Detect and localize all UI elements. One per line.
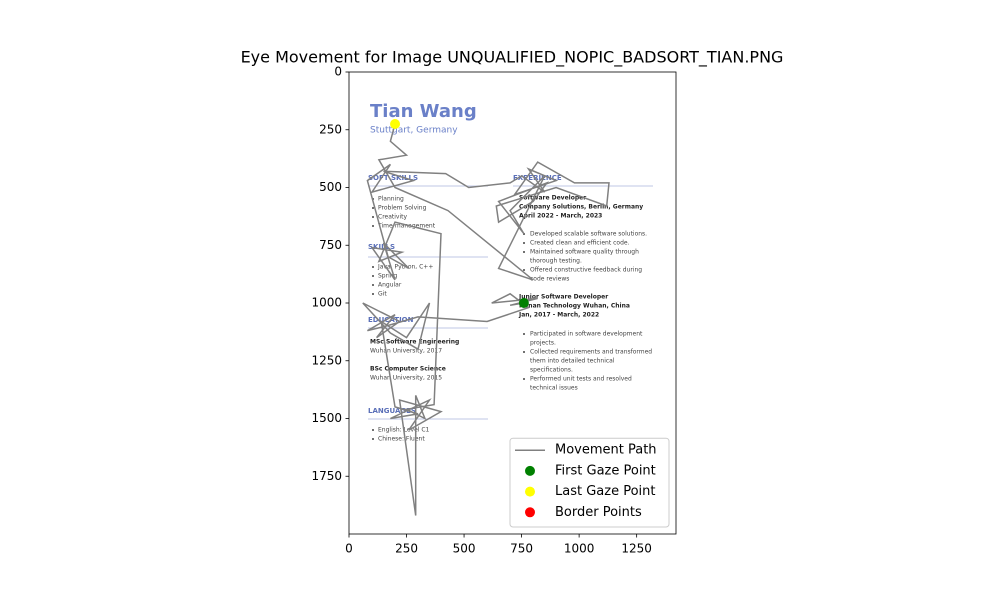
resume-text: code reviews — [530, 276, 569, 283]
resume-text: Participated in software development — [530, 331, 643, 338]
resume-text: specifications. — [530, 367, 573, 374]
resume-name: Tian Wang — [370, 101, 477, 122]
resume-text: Creativity — [378, 214, 407, 221]
y-tick-label: 1000 — [311, 296, 342, 310]
resume-text: Performed unit tests and resolved — [530, 376, 632, 383]
resume-heading: LANGUAGES — [368, 407, 416, 415]
gaze-point — [518, 298, 529, 308]
resume-text: MSc Software Engineering — [370, 339, 459, 346]
resume-text: April 2022 - March, 2023 — [519, 213, 602, 220]
resume-text: Offered constructive feedback during — [530, 267, 642, 274]
resume-text: Jan, 2017 - March, 2022 — [518, 312, 599, 319]
resume-text: Wuhan University, 2017 — [370, 348, 442, 355]
gaze-point — [390, 118, 401, 129]
resume-text: projects. — [530, 340, 556, 347]
resume-text: Junior Software Developer — [518, 294, 608, 301]
y-tick-label: 750 — [319, 238, 342, 252]
x-tick-label: 1250 — [621, 542, 652, 556]
chart-title: Eye Movement for Image UNQUALIFIED_NOPIC… — [241, 48, 784, 68]
legend-swatch — [525, 507, 535, 518]
y-tick-label: 0 — [334, 65, 342, 79]
x-tick-label: 250 — [395, 542, 418, 556]
x-tick-label: 0 — [345, 542, 353, 556]
legend-swatch — [525, 465, 535, 476]
x-tick-label: 500 — [453, 542, 476, 556]
resume-heading: EXPERIENCE — [513, 174, 562, 182]
resume-text: Software Developer — [519, 195, 586, 202]
resume-text: Wuhan University, 2015 — [370, 375, 442, 382]
x-tick-label: 1000 — [564, 542, 595, 556]
resume-text: Collected requirements and transformed — [530, 349, 652, 356]
legend-box — [509, 437, 670, 528]
y-tick-label: 250 — [319, 122, 342, 136]
y-tick-label: 500 — [319, 180, 342, 194]
resume-text: Planning — [378, 196, 404, 203]
resume-text: technical issues — [530, 385, 578, 392]
resume-text: Time-management — [377, 223, 436, 230]
resume-text: Created clean and efficient code. — [530, 240, 630, 247]
resume-text: Spring — [378, 273, 398, 280]
resume-text: Company Solutions, Berlin, Germany — [519, 204, 643, 211]
background-image: Tian Wang Stuttgart, Germany SOFT SKILLS… — [349, 72, 676, 534]
movement-path — [362, 123, 610, 516]
resume-text: Maintained software quality through — [530, 249, 639, 256]
legend-label: Movement Path — [555, 443, 657, 458]
legend-swatch — [525, 486, 535, 497]
resume-location: Stuttgart, Germany — [370, 126, 458, 136]
resume-heading: SOFT SKILLS — [368, 174, 418, 182]
resume-text: BSc Computer Science — [370, 366, 446, 373]
legend-label: Border Points — [555, 505, 642, 520]
resume-text: them into detailed technical — [530, 358, 615, 365]
y-tick-label: 1250 — [311, 353, 342, 367]
resume-text: Chinese: Fluent — [378, 436, 425, 443]
bullets — [372, 198, 525, 440]
resume-heading: SKILLS — [368, 243, 395, 251]
resume-text: Developed scalable software solutions. — [530, 231, 647, 238]
y-tick-label: 1500 — [311, 411, 342, 425]
y-tick-label: 1750 — [311, 469, 342, 483]
resume-text: Git — [378, 291, 387, 298]
resume-text: Problem Solving — [378, 205, 427, 212]
resume-text: Angular — [378, 282, 402, 289]
resume-text: thorough testing. — [530, 258, 582, 265]
x-tick-label: 750 — [510, 542, 533, 556]
resume-text: Hunan Technology Wuhan, China — [519, 303, 630, 310]
legend-label: Last Gaze Point — [555, 484, 655, 499]
legend-label: First Gaze Point — [555, 463, 656, 478]
